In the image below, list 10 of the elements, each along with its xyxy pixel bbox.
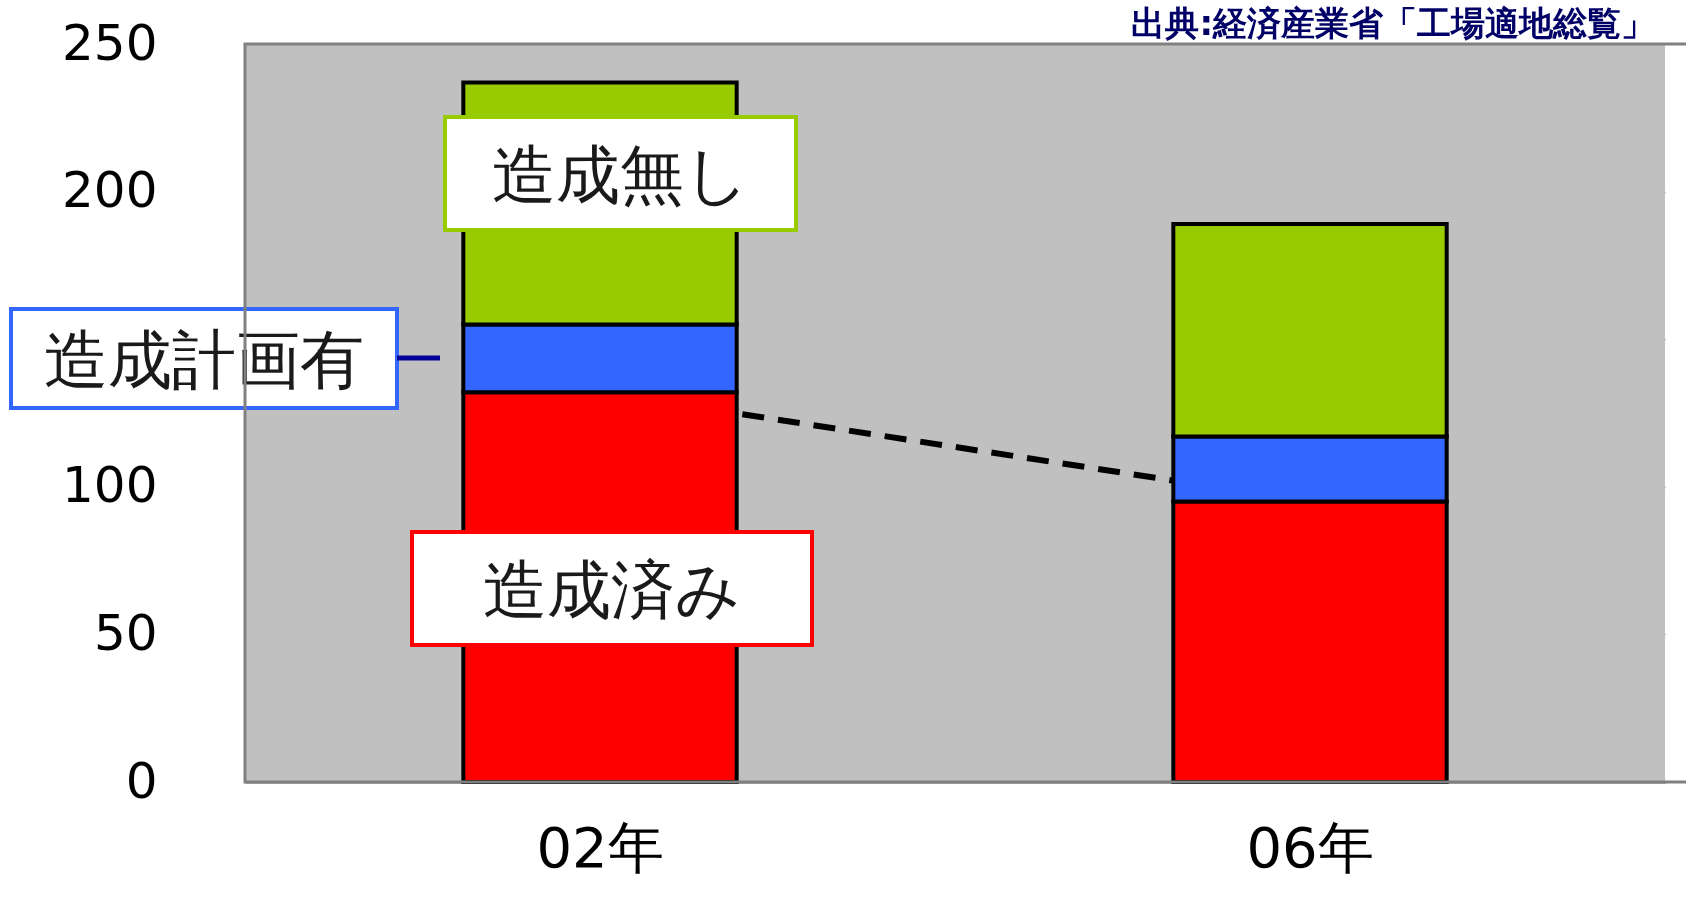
series-label: 造成済み xyxy=(483,552,741,627)
series-label: 造成無し xyxy=(491,137,750,212)
x-tick-label: 02年 xyxy=(536,814,664,880)
y-tick-label: 50 xyxy=(93,603,158,662)
y-tick-label: 0 xyxy=(125,751,158,810)
source-note: 出典:経済産業省「工場適地総覧」 xyxy=(1131,3,1655,43)
y-tick-label: 200 xyxy=(62,161,158,220)
y-tick-label: 250 xyxy=(62,13,158,72)
x-tick-label: 06年 xyxy=(1246,814,1374,880)
y-tick-label: 100 xyxy=(62,456,158,515)
